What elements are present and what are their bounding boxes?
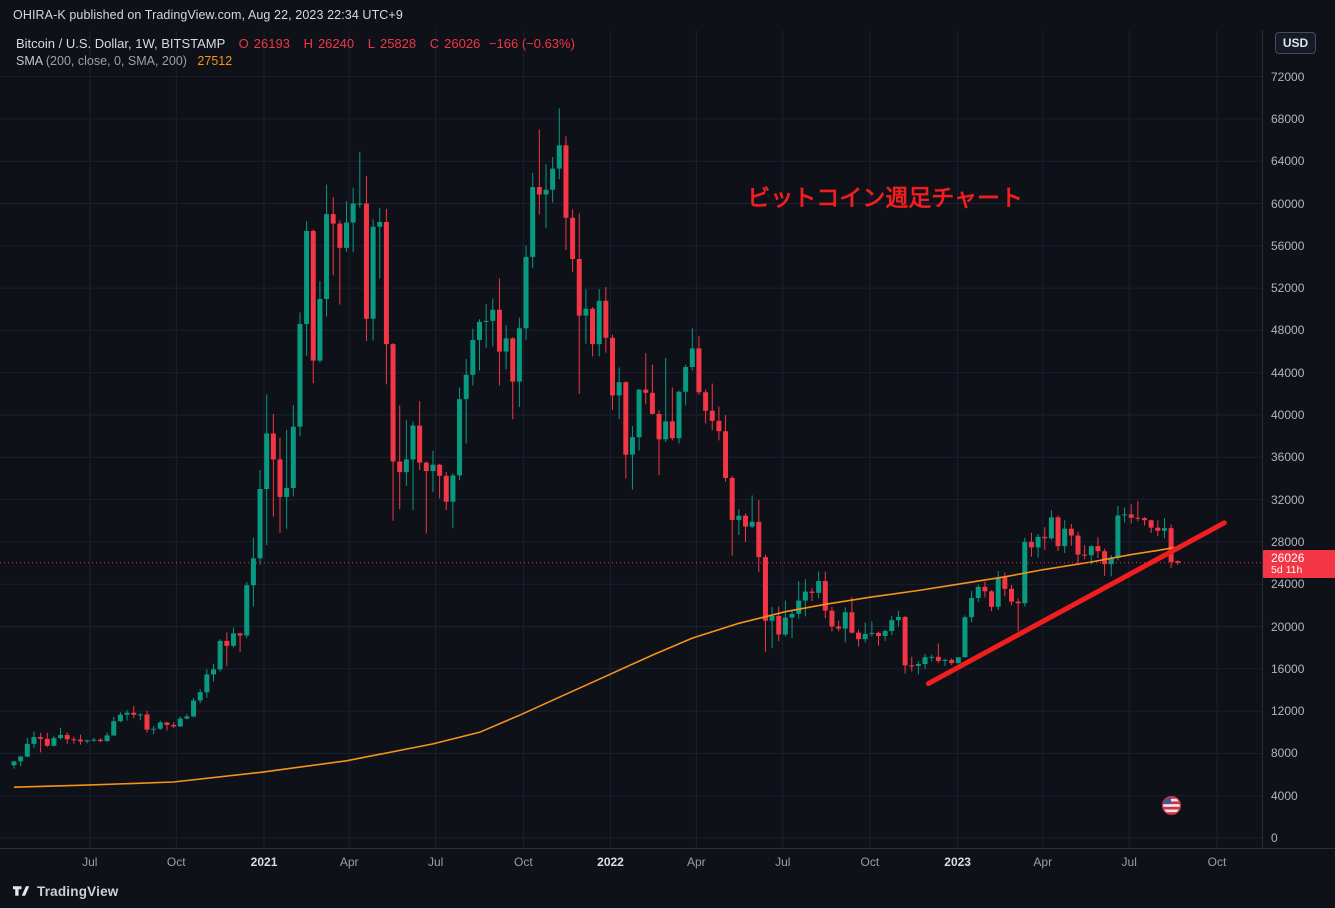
time-tick-label: Oct xyxy=(166,855,186,869)
time-tick-label: Apr xyxy=(1033,855,1053,869)
chart-plot-area[interactable]: ビットコイン週足チャート Bitcoin / U.S. Dollar, 1W, … xyxy=(0,30,1262,848)
time-tick-label: Oct xyxy=(1207,855,1227,869)
price-tick-label: 4000 xyxy=(1271,788,1298,803)
price-tick-label: 68000 xyxy=(1271,111,1305,126)
time-tick-label: Jul xyxy=(1121,855,1137,869)
legend-symbol-row: Bitcoin / U.S. Dollar, 1W, BITSTAMP O 261… xyxy=(16,35,575,52)
low-value: L 25828 xyxy=(367,36,417,51)
footer-bar: TradingView xyxy=(0,874,1335,908)
time-scale[interactable]: Jul Oct 2021 Apr Jul Oct 2022 Apr Jul Oct 2023 Apr J… xyxy=(0,848,1335,874)
sma-200-line xyxy=(13,546,1178,788)
price-tick-label: 52000 xyxy=(1271,281,1305,296)
trendline-drawing[interactable] xyxy=(925,520,1227,687)
currency-toggle-label: USD xyxy=(1282,36,1309,50)
time-tick-label: Oct xyxy=(860,855,880,869)
chart-annotation-text[interactable]: ビットコイン週足チャート xyxy=(747,185,1023,211)
symbol-title: Bitcoin / U.S. Dollar, 1W, BITSTAMP xyxy=(16,36,226,51)
change-value: −166 (−0.63%) xyxy=(488,36,575,51)
price-tick-label: 0 xyxy=(1271,831,1278,845)
price-tick-label: 28000 xyxy=(1271,534,1305,549)
time-tick-year-label: 2023 xyxy=(944,855,971,869)
price-tick-label: 72000 xyxy=(1271,69,1305,84)
time-tick-label: Jul xyxy=(775,855,791,869)
price-tick-label: 48000 xyxy=(1271,323,1305,338)
high-value: H 26240 xyxy=(303,36,355,51)
publish-info-text: OHIRA-K published on TradingView.com, Au… xyxy=(13,8,403,22)
time-tick-label: Apr xyxy=(339,855,359,869)
tradingview-logo-icon xyxy=(12,886,30,896)
sma-title: SMA xyxy=(16,54,43,68)
time-tick-year-label: 2022 xyxy=(597,855,624,869)
price-tick-label: 20000 xyxy=(1271,619,1305,634)
us-flag-icon xyxy=(1162,796,1181,815)
sma-params: (200, close, 0, SMA, 200) xyxy=(45,54,187,68)
bar-countdown: 5d 11h xyxy=(1271,563,1303,576)
chart-grid xyxy=(0,30,1262,848)
open-value: O 26193 xyxy=(238,36,290,51)
price-tick-label: 24000 xyxy=(1271,577,1305,592)
price-scale[interactable]: 0 4000 8000 12000 16000 20000 24000 28000 32000 3… xyxy=(1262,30,1335,848)
price-tick-label: 40000 xyxy=(1271,408,1305,422)
price-tick-label: 12000 xyxy=(1271,704,1305,719)
price-tick-label: 64000 xyxy=(1271,154,1305,169)
tradingview-wordmark[interactable]: TradingView xyxy=(37,883,119,899)
economic-events-flag-icon[interactable] xyxy=(1162,796,1181,839)
time-tick-label: Oct xyxy=(514,855,533,869)
candlestick-chart[interactable]: ビットコイン週足チャート xyxy=(0,30,1262,848)
price-tick-label: 56000 xyxy=(1271,238,1305,253)
time-tick-label: Apr xyxy=(686,855,706,869)
last-price-label: 26026 5d 11h xyxy=(1263,549,1335,578)
price-tick-label: 32000 xyxy=(1271,492,1305,507)
price-tick-label: 16000 xyxy=(1271,661,1305,676)
publish-info: OHIRA-K published on TradingView.com, Au… xyxy=(0,0,1335,30)
close-value: C 26026 xyxy=(429,36,481,51)
sma-value: 27512 xyxy=(197,54,233,68)
price-tick-label: 60000 xyxy=(1271,196,1305,211)
time-tick-label: Jul xyxy=(82,855,98,869)
time-tick-label: Jul xyxy=(427,855,444,869)
ohlc-values: O 26193 H 26240 L 25828 C 26026 −166 (−0.63%… xyxy=(229,36,575,51)
price-tick-label: 8000 xyxy=(1271,746,1298,761)
chart-legend: Bitcoin / U.S. Dollar, 1W, BITSTAMP O 261… xyxy=(16,35,575,70)
candles xyxy=(11,108,1181,769)
price-tick-label: 44000 xyxy=(1271,365,1305,380)
chart-event-icons xyxy=(1162,796,1181,839)
currency-toggle-button[interactable]: USD xyxy=(1275,32,1316,54)
legend-sma-row: SMA (200, close, 0, SMA, 200) 27512 xyxy=(16,53,575,70)
last-price-value: 26026 xyxy=(1271,550,1305,565)
price-tick-label: 36000 xyxy=(1271,450,1305,465)
time-tick-year-label: 2021 xyxy=(250,855,278,869)
